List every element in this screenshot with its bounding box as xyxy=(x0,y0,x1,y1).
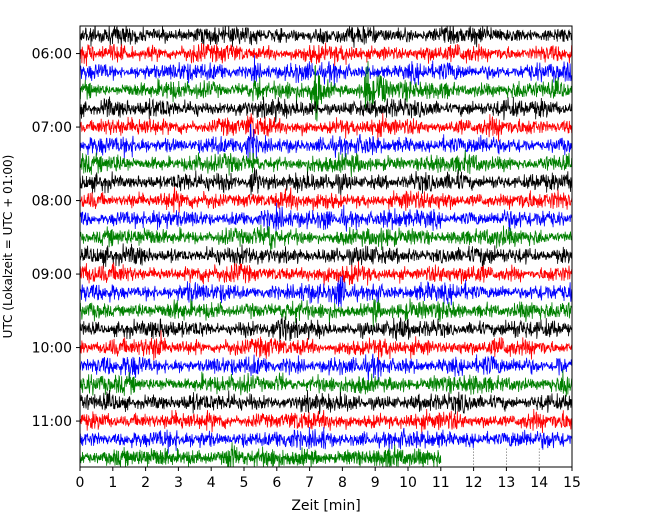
trace-21 xyxy=(80,408,572,435)
trace-8 xyxy=(80,167,572,196)
trace-17 xyxy=(80,330,572,362)
y-tick-label: 07:00 xyxy=(32,120,72,136)
x-tick-label: 14 xyxy=(530,475,548,491)
x-tick-label: 13 xyxy=(497,475,515,491)
trace-2 xyxy=(80,55,572,87)
trace-10 xyxy=(80,202,572,232)
x-tick-label: 3 xyxy=(174,475,183,491)
trace-13 xyxy=(80,261,572,286)
x-tick-label: 12 xyxy=(465,475,483,491)
trace-6 xyxy=(80,123,572,162)
x-tick-label: 6 xyxy=(272,475,281,491)
x-tick-label: 5 xyxy=(240,475,249,491)
x-tick-label: 10 xyxy=(399,475,417,491)
trace-14 xyxy=(80,275,572,308)
x-tick-label: 9 xyxy=(371,475,380,491)
x-tick-label: 4 xyxy=(207,475,216,491)
y-axis-ticks: 06:00 07:00 08:00 09:00 10:00 11:00 xyxy=(32,47,80,430)
trace-9 xyxy=(80,186,572,214)
trace-20 xyxy=(80,390,572,415)
x-tick-label: 1 xyxy=(108,475,117,491)
trace-12 xyxy=(80,243,572,270)
x-tick-label: 7 xyxy=(305,475,314,491)
trace-1 xyxy=(80,42,572,67)
trace-5 xyxy=(80,112,572,143)
y-tick-label: 09:00 xyxy=(32,267,72,283)
trace-4 xyxy=(80,96,572,123)
trace-0 xyxy=(80,26,572,48)
trace-16 xyxy=(80,316,572,342)
trace-23 xyxy=(80,442,442,467)
y-tick-label: 10:00 xyxy=(32,341,72,357)
x-tick-label: 15 xyxy=(563,475,581,491)
trace-22 xyxy=(80,426,572,454)
x-tick-label: 2 xyxy=(141,475,150,491)
trace-18 xyxy=(80,353,572,383)
y-tick-label: 06:00 xyxy=(32,47,72,63)
x-tick-label: 11 xyxy=(432,475,450,491)
x-tick-label: 8 xyxy=(338,475,347,491)
x-axis-ticks: 0 1 2 3 4 5 6 7 8 9 10 11 12 13 14 15 xyxy=(76,467,581,491)
y-axis-label: UTC (Lokalzeit = UTC + 01:00) xyxy=(1,155,15,339)
y-tick-label: 08:00 xyxy=(32,194,72,210)
trace-11 xyxy=(80,224,572,251)
y-tick-label: 11:00 xyxy=(32,414,72,430)
trace-15 xyxy=(80,298,572,328)
plot-frame xyxy=(79,25,573,468)
trace-19 xyxy=(80,369,572,397)
x-axis-label: Zeit [min] xyxy=(291,498,360,514)
trace-7 xyxy=(80,150,572,177)
x-tick-label: 0 xyxy=(76,475,85,491)
trace-3 xyxy=(80,61,572,122)
trace-group xyxy=(80,26,572,467)
